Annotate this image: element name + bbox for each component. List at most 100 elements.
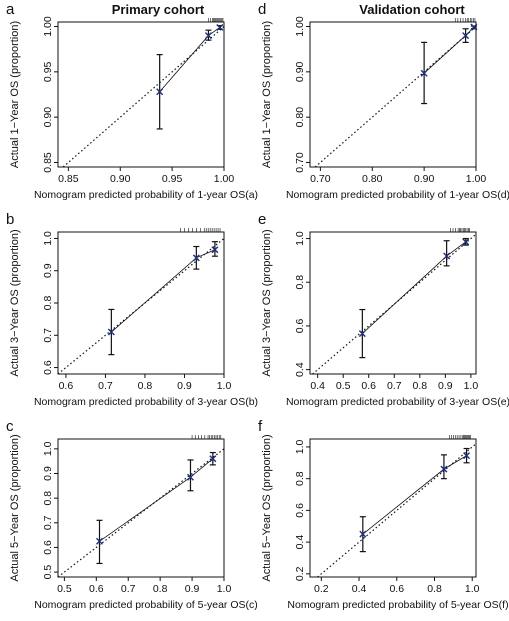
- data-point-f-2: [463, 452, 471, 460]
- plot-frame-d: [309, 21, 477, 168]
- plot-frame-b: [57, 231, 225, 375]
- y-axis-label-e: Actual 3−Year OS (proportion): [261, 229, 273, 376]
- panel-letter-d: d: [258, 1, 267, 18]
- data-point-a-2: [216, 23, 224, 31]
- chart-panel-e: 0.4 0.5 0.6 0.7 0.8 0.9 1.0 0.4 0.6 0.8 1.0 Nomogra…: [261, 228, 509, 408]
- y-axis-label-a: Actual 1−Year OS (proportion): [9, 21, 21, 168]
- data-point-a-1: [204, 32, 212, 40]
- validation-cohort-title: Validation cohort: [359, 2, 465, 17]
- y-tick-label-e-2: 0.8: [294, 275, 306, 290]
- chart-panel-c: 0.5 0.6 0.7 0.8 0.9 1.0 0.5 0.6 0.7 0.8 0.9 1.0 Nomo…: [9, 434, 258, 611]
- y-tick-label-f-2: 0.6: [294, 503, 306, 518]
- panel-letter-a: a: [6, 1, 15, 18]
- data-point-c-2: [209, 455, 217, 463]
- x-tick-label-e-0: 0.4: [310, 380, 325, 392]
- x-tick-label-c-0: 0.5: [57, 583, 72, 595]
- panel-letter-b: b: [6, 211, 15, 228]
- x-tick-label-c-3: 0.8: [153, 583, 168, 595]
- primary-cohort-title: Primary cohort: [111, 2, 205, 17]
- data-point-b-2: [211, 246, 219, 254]
- x-tick-label-d-2: 0.90: [414, 173, 435, 185]
- x-tick-label-d-3: 1.00: [466, 173, 487, 185]
- y-tick-label-f-1: 0.4: [294, 535, 306, 550]
- y-tick-label-c-1: 0.6: [42, 540, 54, 555]
- x-tick-label-e-6: 1.0: [464, 380, 479, 392]
- x-axis-label-e: Nomogram predicted probability of 3-year…: [286, 396, 509, 408]
- x-tick-label-e-4: 0.8: [413, 380, 428, 392]
- data-point-f-1: [440, 465, 448, 473]
- data-point-c-0: [96, 537, 103, 545]
- y-tick-label-c-3: 0.8: [42, 491, 54, 506]
- y-tick-label-a-0: 0.85: [42, 152, 54, 173]
- x-tick-label-d-0: 0.70: [310, 173, 331, 185]
- y-tick-label-b-4: 1.0: [42, 231, 54, 246]
- y-tick-label-f-4: 1.0: [294, 439, 306, 454]
- x-tick-label-b-2: 0.8: [138, 380, 153, 392]
- x-tick-label-f-1: 0.4: [352, 583, 367, 595]
- y-tick-label-b-1: 0.7: [42, 328, 54, 343]
- calibration-line-b: [111, 249, 216, 333]
- x-tick-label-a-2: 0.95: [162, 173, 183, 185]
- x-axis-label-c: Nomogram predicted probability of 5-year…: [34, 599, 258, 611]
- y-tick-label-f-0: 0.2: [294, 566, 306, 581]
- x-tick-label-e-3: 0.7: [387, 380, 402, 392]
- x-axis-label-a: Nomogram predicted probability of 1-year…: [34, 189, 258, 201]
- x-tick-label-b-3: 0.9: [177, 380, 192, 392]
- panel-letter-f: f: [258, 418, 263, 435]
- x-tick-label-c-4: 0.9: [185, 583, 200, 595]
- data-point-e-2: [462, 238, 470, 246]
- y-tick-label-c-2: 0.7: [42, 515, 54, 530]
- data-point-e-0: [358, 330, 366, 338]
- plot-frame-e: [309, 231, 477, 375]
- x-tick-label-f-2: 0.6: [389, 583, 404, 595]
- data-point-f-0: [359, 530, 367, 538]
- ideal-line-a: [62, 26, 224, 167]
- plot-frame-f: [309, 438, 477, 578]
- plot-frame-c: [57, 438, 225, 578]
- y-tick-label-d-1: 0.80: [294, 107, 306, 128]
- calibration-line-c: [99, 458, 214, 542]
- chart-panel-a: 0.85 0.90 0.95 1.00 0.85 0.90 0.95 1.00 Nomogram…: [9, 16, 258, 201]
- y-tick-label-d-2: 0.90: [294, 61, 306, 82]
- chart-panel-f: 0.2 0.4 0.6 0.8 1.0 0.2 0.4 0.6 0.8 1.0 Nomogram p…: [261, 434, 509, 611]
- panel-letter-c: c: [6, 418, 14, 435]
- y-tick-label-b-2: 0.8: [42, 296, 54, 311]
- x-tick-label-c-1: 0.6: [89, 583, 104, 595]
- y-tick-label-e-0: 0.4: [294, 362, 306, 377]
- panel-letter-e: e: [258, 211, 267, 228]
- x-axis-label-f: Nomogram predicted probability of 5-year…: [287, 599, 508, 611]
- y-tick-label-b-0: 0.6: [42, 360, 54, 375]
- x-tick-label-e-5: 0.9: [438, 380, 453, 392]
- data-point-e-1: [443, 252, 451, 260]
- data-point-a-0: [156, 88, 164, 96]
- y-axis-label-b: Actual 3−Year OS (proportion): [9, 229, 21, 376]
- y-tick-label-c-0: 0.5: [42, 565, 54, 580]
- data-point-b-1: [192, 254, 200, 262]
- y-axis-label-c: Actual 5−Year OS (proportion): [9, 434, 21, 581]
- calibration-line-f: [362, 455, 467, 535]
- y-tick-label-d-3: 1.00: [294, 16, 306, 37]
- x-tick-label-c-2: 0.7: [121, 583, 136, 595]
- x-tick-label-b-1: 0.7: [98, 380, 113, 392]
- y-tick-label-a-1: 0.90: [42, 107, 54, 128]
- y-tick-label-f-3: 0.8: [294, 471, 306, 486]
- y-tick-label-e-3: 1.0: [294, 231, 306, 246]
- y-tick-label-a-2: 0.95: [42, 61, 54, 82]
- x-tick-label-c-5: 1.0: [217, 583, 232, 595]
- x-tick-label-e-2: 0.6: [361, 380, 376, 392]
- data-point-d-1: [462, 32, 470, 40]
- y-tick-label-a-3: 1.00: [42, 16, 54, 37]
- data-point-b-0: [107, 328, 115, 336]
- y-tick-label-c-4: 0.9: [42, 466, 54, 481]
- x-tick-label-a-1: 0.90: [110, 173, 131, 185]
- x-tick-label-a-3: 1.00: [214, 173, 235, 185]
- y-tick-label-b-3: 0.9: [42, 263, 54, 278]
- x-axis-label-d: Nomogram predicted probability of 1-year…: [286, 189, 509, 201]
- ideal-line-c: [58, 448, 224, 577]
- x-tick-label-f-0: 0.2: [314, 583, 329, 595]
- y-axis-label-f: Actual 5−Year OS (proportion): [261, 434, 273, 581]
- chart-panel-d: 0.70 0.80 0.90 1.00 0.70 0.80 0.90 1.00 Nomogram…: [261, 16, 509, 201]
- data-point-c-1: [186, 473, 194, 481]
- plot-frame-a: [57, 21, 225, 168]
